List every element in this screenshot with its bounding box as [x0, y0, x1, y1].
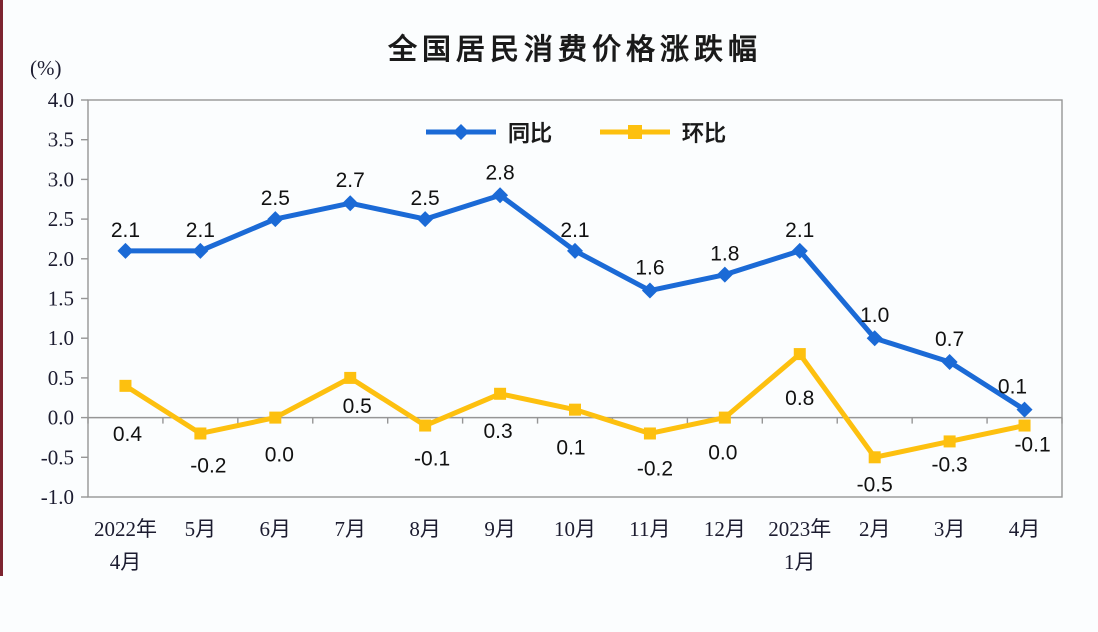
data-label: 0.8	[785, 387, 814, 410]
data-label: 0.4	[113, 423, 143, 446]
data-point-marker	[417, 211, 434, 228]
data-label: 2.5	[261, 187, 290, 210]
x-axis-label: 4月	[1009, 517, 1041, 541]
x-axis-label: 10月	[554, 517, 596, 541]
y-axis-tick-label: 3.5	[48, 128, 74, 152]
data-point-marker	[267, 211, 284, 228]
x-axis-label: 12月	[704, 517, 746, 541]
data-label: 2.1	[560, 219, 589, 242]
data-point-marker	[716, 266, 733, 283]
x-axis-label: 2023年 1月	[768, 517, 831, 574]
data-label: 0.3	[483, 420, 512, 443]
data-point-marker	[718, 411, 731, 424]
data-label: 0.0	[708, 442, 737, 465]
data-point-marker	[567, 242, 583, 259]
left-edge-strip	[0, 0, 3, 576]
x-axis-label: 7月	[334, 517, 366, 541]
x-axis-label: 9月	[484, 517, 516, 541]
x-axis-label: 5月	[185, 517, 217, 541]
y-axis-tick-label: 1.5	[48, 287, 74, 311]
data-label: -0.1	[1014, 434, 1050, 457]
x-axis-label: 2022年 4月	[94, 517, 157, 574]
data-point-marker	[494, 387, 507, 400]
data-point-marker	[419, 419, 432, 432]
data-point-marker	[119, 379, 132, 392]
x-axis-label: 3月	[934, 517, 966, 541]
data-label: 1.6	[635, 257, 664, 280]
y-axis-tick-label: -0.5	[41, 445, 74, 469]
data-label: 2.1	[186, 219, 215, 242]
data-label: 1.8	[710, 243, 739, 266]
data-label: 2.1	[111, 219, 140, 242]
y-axis-tick-label: 0.5	[48, 366, 74, 390]
data-point-marker	[194, 427, 207, 440]
data-label: 2.8	[485, 161, 514, 184]
x-axis-label: 2月	[859, 517, 891, 541]
data-point-marker	[344, 371, 357, 384]
data-label: 0.1	[556, 437, 585, 460]
data-label: 0.5	[343, 395, 372, 418]
x-axis-label: 8月	[409, 517, 441, 541]
data-point-marker	[866, 330, 883, 347]
data-label: 2.5	[411, 187, 440, 210]
y-axis-tick-label: 4.0	[48, 88, 74, 112]
data-label: 2.1	[785, 219, 814, 242]
x-axis-label: 11月	[629, 517, 670, 541]
data-label: 0.7	[935, 328, 964, 351]
data-point-marker	[643, 427, 656, 440]
data-point-marker	[641, 282, 658, 299]
data-point-marker	[342, 195, 359, 212]
y-axis-tick-label: 1.0	[48, 326, 74, 350]
data-label: -0.5	[857, 473, 893, 496]
data-point-marker	[793, 348, 806, 361]
data-label: 0.0	[265, 444, 294, 467]
data-point-marker	[117, 242, 134, 259]
y-axis-tick-label: 2.0	[48, 247, 74, 271]
data-point-marker	[1016, 401, 1033, 418]
y-axis-tick-label: 2.5	[48, 207, 74, 231]
y-axis-tick-label: 0.0	[48, 406, 74, 430]
data-point-marker	[492, 187, 509, 204]
data-label: -0.3	[932, 453, 968, 476]
data-point-marker	[943, 435, 956, 448]
data-point-marker	[269, 411, 282, 424]
data-point-marker	[1018, 419, 1031, 432]
data-point-marker	[569, 403, 581, 416]
y-axis-unit-label: (%)	[30, 56, 62, 80]
x-axis-label: 6月	[260, 517, 292, 541]
data-point-marker	[941, 354, 958, 371]
data-label: 0.1	[998, 376, 1027, 399]
data-label: 1.0	[860, 304, 889, 327]
y-axis-tick-label: 3.0	[48, 167, 74, 191]
data-label: -0.2	[190, 454, 226, 477]
data-point-marker	[868, 451, 881, 464]
data-point-marker	[791, 242, 808, 259]
chart-title: 全国居民消费价格涨跌幅	[387, 34, 762, 66]
data-label: -0.1	[414, 448, 450, 471]
data-label: -0.2	[637, 457, 673, 480]
data-point-marker	[192, 242, 209, 259]
data-label: 2.7	[336, 169, 365, 192]
y-axis-tick-label: -1.0	[41, 485, 74, 509]
